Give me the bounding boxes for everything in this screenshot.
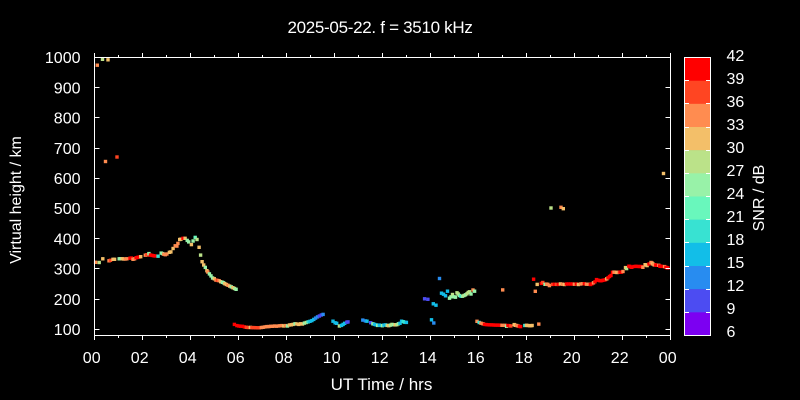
svg-text:18: 18: [515, 350, 533, 367]
svg-text:400: 400: [54, 231, 81, 248]
svg-text:12: 12: [727, 278, 745, 295]
svg-text:02: 02: [131, 350, 149, 367]
svg-text:800: 800: [54, 111, 81, 128]
svg-text:21: 21: [727, 209, 745, 226]
svg-text:Virtual height / km: Virtual height / km: [8, 136, 25, 264]
svg-text:100: 100: [54, 322, 81, 339]
svg-text:UT Time / hrs: UT Time / hrs: [331, 375, 433, 394]
svg-text:08: 08: [275, 350, 293, 367]
svg-text:14: 14: [419, 350, 437, 367]
svg-text:16: 16: [467, 350, 485, 367]
svg-text:1000: 1000: [45, 50, 81, 67]
svg-text:36: 36: [727, 94, 745, 111]
svg-text:00: 00: [83, 350, 101, 367]
svg-text:600: 600: [54, 171, 81, 188]
svg-text:24: 24: [727, 186, 745, 203]
svg-text:900: 900: [54, 80, 81, 97]
svg-text:20: 20: [563, 350, 581, 367]
svg-text:200: 200: [54, 292, 81, 309]
svg-text:9: 9: [727, 301, 736, 318]
svg-text:18: 18: [727, 232, 745, 249]
svg-text:30: 30: [727, 140, 745, 157]
svg-text:2025-05-22. f = 3510 kHz: 2025-05-22. f = 3510 kHz: [287, 18, 472, 37]
svg-text:22: 22: [611, 350, 629, 367]
svg-text:06: 06: [227, 350, 245, 367]
svg-text:12: 12: [371, 350, 389, 367]
svg-text:00: 00: [659, 350, 677, 367]
svg-text:700: 700: [54, 141, 81, 158]
svg-text:15: 15: [727, 255, 745, 272]
svg-text:39: 39: [727, 71, 745, 88]
svg-text:42: 42: [727, 48, 745, 65]
svg-text:33: 33: [727, 117, 745, 134]
svg-text:500: 500: [54, 201, 81, 218]
svg-text:300: 300: [54, 262, 81, 279]
svg-text:6: 6: [727, 324, 736, 341]
svg-text:27: 27: [727, 163, 745, 180]
svg-text:10: 10: [323, 350, 341, 367]
svg-text:04: 04: [179, 350, 197, 367]
svg-text:SNR / dB: SNR / dB: [751, 165, 768, 232]
